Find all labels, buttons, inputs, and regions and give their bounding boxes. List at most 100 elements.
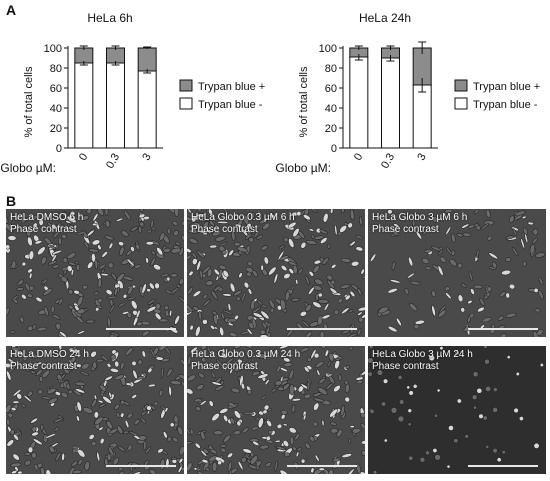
cell-mark	[6, 362, 12, 369]
cell-mark	[177, 426, 184, 436]
cell-mark	[251, 426, 259, 431]
cell-mark	[202, 319, 208, 325]
micrograph-image	[6, 346, 184, 474]
cell-mark	[360, 412, 365, 418]
cell-mark	[533, 442, 540, 449]
cell-mark	[212, 461, 218, 472]
cell-mark	[220, 447, 227, 453]
cell-mark	[373, 470, 378, 474]
cell-mark	[126, 250, 133, 256]
cell-mark	[200, 356, 207, 363]
cell-mark	[106, 363, 112, 368]
cell-mark	[488, 266, 497, 270]
cell-mark	[94, 259, 98, 270]
cell-mark	[114, 403, 120, 410]
cell-mark	[150, 257, 156, 267]
cell-mark	[348, 309, 354, 314]
cell-mark	[482, 415, 488, 421]
micrograph-globo-3-6h: HeLa Globo 3 µM 6 h Phase contrast	[368, 209, 546, 337]
cell-mark	[233, 290, 242, 297]
cell-mark	[414, 319, 425, 325]
cell-mark	[361, 314, 365, 319]
cell-mark	[488, 252, 499, 260]
cell-mark	[109, 334, 115, 337]
cell-mark	[527, 221, 534, 226]
cell-mark	[450, 250, 456, 256]
cell-mark	[40, 424, 44, 431]
cell-mark	[24, 460, 31, 466]
cell-mark	[327, 243, 331, 249]
cell-mark	[341, 329, 350, 335]
micrograph-caption: HeLa Globo 0.3 µM 6 h Phase contrast	[191, 212, 295, 236]
cell-mark	[404, 288, 410, 295]
cell-mark	[135, 375, 145, 380]
cell-mark	[109, 303, 116, 313]
cell-mark	[393, 223, 399, 228]
cell-mark	[34, 240, 43, 245]
cell-mark	[17, 470, 23, 474]
cell-mark	[37, 389, 43, 395]
cell-mark	[204, 467, 211, 472]
cell-mark	[449, 258, 457, 267]
cell-mark	[114, 360, 120, 368]
cell-mark	[479, 298, 485, 306]
cell-mark	[223, 414, 229, 422]
cell-mark	[236, 246, 248, 253]
micrograph-caption-line1: HeLa Globo 3 µM 6 h	[372, 212, 468, 223]
cell-mark	[303, 366, 310, 373]
cell-mark	[505, 235, 514, 240]
cell-mark	[91, 441, 97, 447]
cell-mark	[110, 368, 119, 373]
cell-mark	[387, 209, 393, 215]
cell-mark	[470, 288, 475, 295]
cell-mark	[214, 385, 225, 392]
cell-mark	[233, 241, 241, 247]
cell-mark	[116, 273, 125, 282]
cell-mark	[209, 244, 218, 249]
cell-mark	[312, 392, 322, 397]
cell-mark	[295, 451, 300, 458]
cell-mark	[432, 215, 438, 223]
legend-label-negative: Trypan blue -	[473, 99, 538, 111]
cell-mark	[97, 400, 104, 404]
cell-mark	[178, 296, 184, 303]
cell-mark	[13, 224, 21, 230]
cell-mark	[139, 209, 144, 212]
cell-mark	[51, 254, 57, 262]
cell-mark	[383, 378, 389, 384]
cell-mark	[11, 260, 17, 269]
cell-mark	[378, 306, 389, 314]
cell-mark	[252, 440, 260, 446]
micrograph-caption: HeLa Globo 3 µM 6 h Phase contrast	[372, 212, 467, 236]
cell-mark	[283, 357, 291, 363]
cell-mark	[27, 364, 37, 371]
cell-mark	[387, 326, 398, 333]
cell-mark	[57, 364, 63, 370]
cell-mark	[261, 245, 268, 251]
cell-mark	[445, 226, 451, 235]
cell-mark	[513, 407, 519, 414]
cell-mark	[119, 246, 125, 256]
cell-mark	[238, 272, 243, 278]
cell-mark	[37, 246, 46, 256]
cell-mark	[271, 388, 276, 393]
cell-mark	[101, 251, 108, 258]
cell-mark	[96, 359, 104, 363]
cell-mark	[396, 317, 402, 327]
cell-mark	[58, 237, 62, 245]
cell-mark	[263, 256, 269, 265]
cell-mark	[189, 324, 194, 331]
cell-mark	[247, 288, 253, 295]
cell-mark	[407, 272, 415, 279]
cell-mark	[233, 430, 241, 435]
cell-mark	[160, 367, 164, 379]
cell-mark	[27, 268, 33, 274]
cell-mark	[73, 289, 80, 295]
cell-mark	[308, 286, 315, 295]
cell-mark	[352, 428, 361, 434]
cell-mark	[370, 253, 377, 262]
cell-mark	[392, 227, 399, 236]
cell-mark	[256, 350, 260, 358]
cell-mark	[304, 442, 311, 450]
cell-mark	[6, 418, 11, 426]
